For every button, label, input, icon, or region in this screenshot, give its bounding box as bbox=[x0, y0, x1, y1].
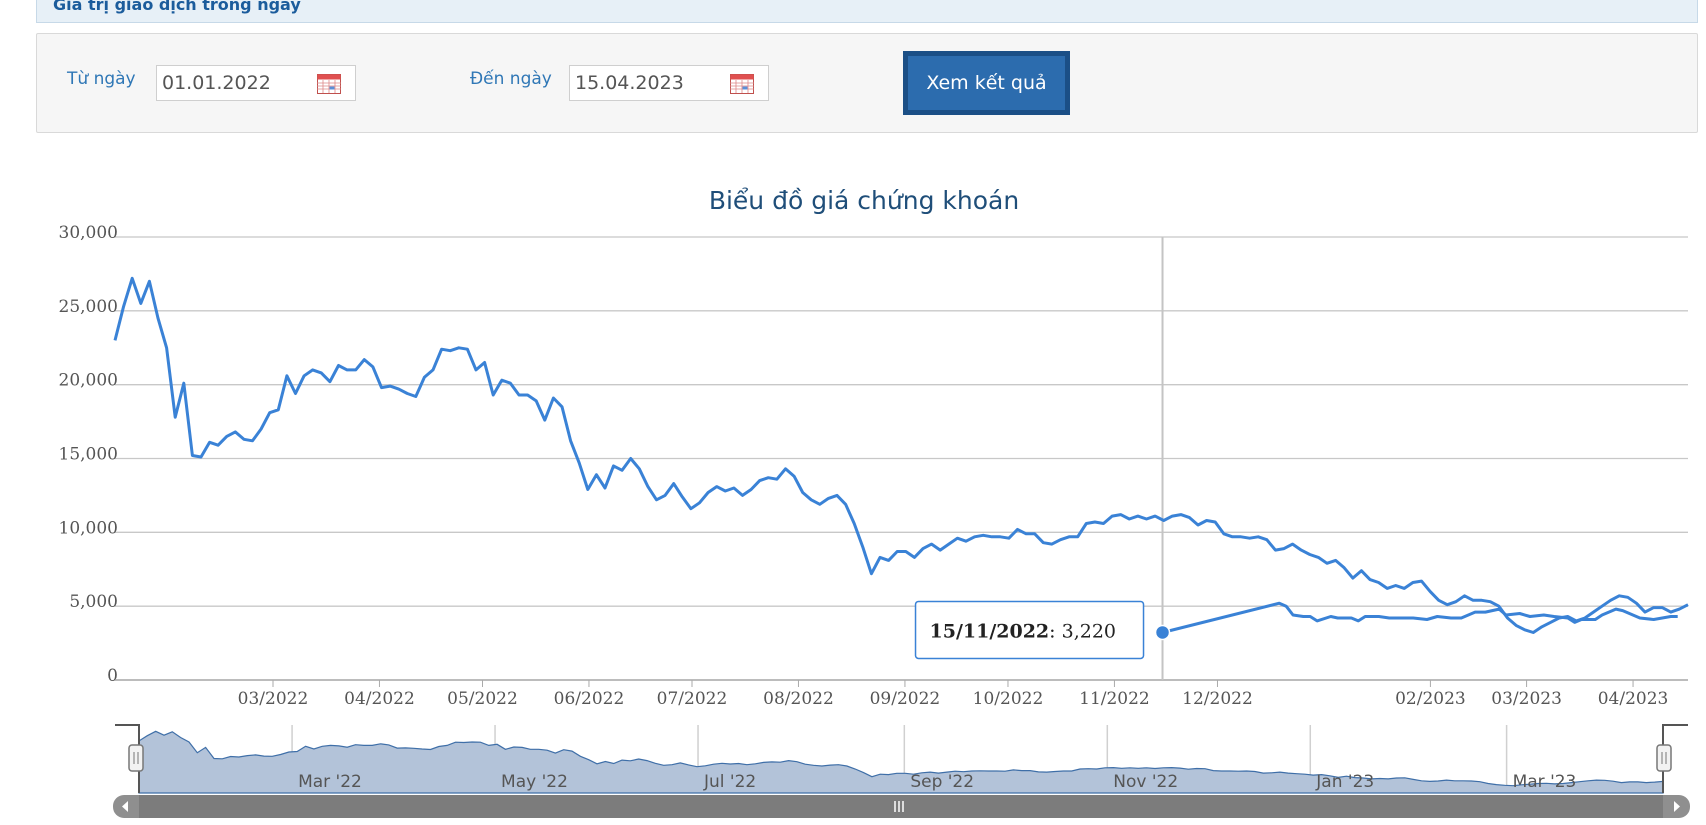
from-date-field bbox=[156, 65, 356, 101]
tooltip-text: 15/11/2022: 3,220 bbox=[930, 620, 1117, 642]
y-tick-label: 5,000 bbox=[69, 592, 118, 612]
navigator-label: Nov '22 bbox=[1113, 772, 1178, 792]
tooltip-value: 3,220 bbox=[1062, 620, 1116, 642]
to-date-field bbox=[569, 65, 769, 101]
navigator-area bbox=[138, 730, 1664, 794]
tooltip-separator: : bbox=[1049, 620, 1061, 642]
from-date-input[interactable] bbox=[162, 69, 322, 97]
y-axis: 0 5,000 10,000 15,000 20,000 25,000 30,000 bbox=[59, 223, 118, 686]
x-axis: 03/2022 04/2022 05/2022 06/2022 07/2022 08/20… bbox=[115, 679, 1688, 709]
from-date-label: Từ ngày bbox=[67, 69, 136, 89]
x-tick-label: 04/2023 bbox=[1598, 689, 1669, 709]
scroll-right-arrow-icon[interactable] bbox=[1674, 801, 1680, 812]
date-filter-panel: Từ ngày Đến ngày Xem kết quả bbox=[36, 33, 1698, 133]
y-tick-label: 15,000 bbox=[59, 445, 118, 465]
price-series-line bbox=[113, 276, 1689, 634]
navigator-label: May '22 bbox=[501, 772, 568, 792]
navigator[interactable]: Mar '22 May '22 Jul '22 Sep '22 Nov '22 Jan '… bbox=[113, 724, 1690, 818]
y-tick-label: 0 bbox=[107, 666, 118, 686]
grid-lines bbox=[115, 236, 1688, 681]
navigator-label: Sep '22 bbox=[910, 772, 974, 792]
tooltip: 15/11/2022: 3,220 bbox=[914, 600, 1145, 660]
tooltip-point[interactable] bbox=[1154, 624, 1171, 641]
x-tick-label: 06/2022 bbox=[554, 689, 625, 709]
scrollbar-grip-icon bbox=[894, 801, 904, 812]
section-header: Giá trị giao dịch trong ngày bbox=[36, 0, 1698, 23]
section-title: Giá trị giao dịch trong ngày bbox=[53, 0, 301, 14]
to-date-input[interactable] bbox=[575, 69, 735, 97]
y-tick-label: 10,000 bbox=[59, 518, 118, 538]
chart-title: Biểu đồ giá chứng khoán bbox=[709, 186, 1019, 215]
navigator-label: Jan '23 bbox=[1315, 772, 1374, 792]
calendar-icon[interactable] bbox=[730, 72, 754, 94]
y-tick-label: 30,000 bbox=[59, 223, 118, 243]
tooltip-date: 15/11/2022 bbox=[930, 620, 1050, 642]
x-tick-label: 10/2022 bbox=[973, 689, 1044, 709]
calendar-icon[interactable] bbox=[317, 72, 341, 94]
scrollbar-thumb[interactable] bbox=[139, 795, 1663, 818]
navigator-label: Mar '22 bbox=[298, 772, 362, 792]
x-tick-label: 07/2022 bbox=[657, 689, 728, 709]
x-tick-label: 12/2022 bbox=[1182, 689, 1253, 709]
navigator-label: Mar '23 bbox=[1513, 772, 1577, 792]
navigator-handle-left[interactable] bbox=[128, 744, 144, 772]
view-results-button[interactable]: Xem kết quả bbox=[903, 51, 1070, 115]
navigator-label: Jul '22 bbox=[703, 772, 756, 792]
price-series-line-tail bbox=[1162, 601, 1678, 634]
view-results-label: Xem kết quả bbox=[908, 56, 1065, 110]
to-date-label: Đến ngày bbox=[470, 69, 552, 89]
x-tick-label: 03/2022 bbox=[238, 689, 309, 709]
tooltip-box bbox=[914, 600, 1145, 660]
x-tick-label: 05/2022 bbox=[447, 689, 518, 709]
x-tick-label: 08/2022 bbox=[763, 689, 834, 709]
x-tick-label: 03/2023 bbox=[1491, 689, 1562, 709]
y-tick-label: 20,000 bbox=[59, 371, 118, 391]
x-tick-label: 11/2022 bbox=[1079, 689, 1150, 709]
navigator-handle-right[interactable] bbox=[1656, 744, 1672, 772]
scroll-left-arrow-icon[interactable] bbox=[122, 801, 128, 812]
x-tick-label: 02/2023 bbox=[1395, 689, 1466, 709]
x-tick-label: 04/2022 bbox=[344, 689, 415, 709]
x-tick-label: 09/2022 bbox=[870, 689, 941, 709]
y-tick-label: 25,000 bbox=[59, 297, 118, 317]
